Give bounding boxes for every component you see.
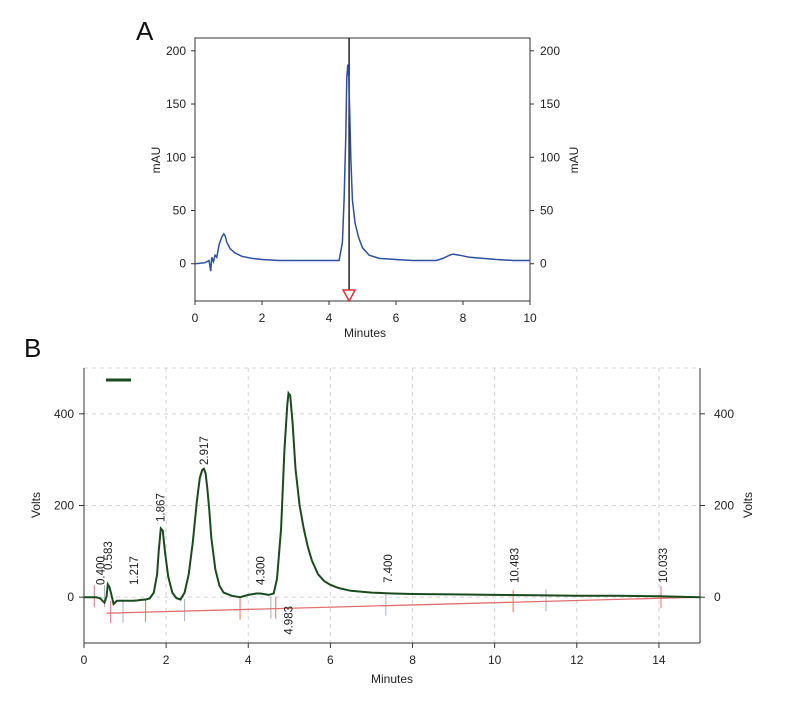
panel-b-letter: B bbox=[24, 333, 41, 363]
panel-a-y-tick-label-left: 150 bbox=[166, 97, 186, 111]
panel-b-x-tick-label: 12 bbox=[570, 653, 584, 667]
panel-b-y-tick-label-left: 400 bbox=[54, 407, 74, 421]
panel-a-y-ticks: 0 0 50 50 100 100 150 150 200 200 bbox=[166, 44, 560, 271]
panel-b-grid bbox=[84, 367, 700, 643]
panel-b-y-axis-label-left: Volts bbox=[29, 492, 43, 518]
panel-b-peak-label: 4.300 bbox=[256, 556, 268, 585]
panel-b-y-tick-label-right: 0 bbox=[714, 590, 721, 604]
panel-b-peak-label: 7.400 bbox=[383, 554, 395, 583]
panel-a-y-axis-label-right: mAU bbox=[567, 147, 581, 174]
panel-b-y-axis-label-right: Volts bbox=[741, 492, 755, 518]
panel-a-x-tick-label: 2 bbox=[259, 311, 266, 325]
panel-b-peak-label: 10.483 bbox=[510, 548, 522, 583]
panel-a-retention-marker-triangle bbox=[341, 289, 357, 303]
panel-b-y-tick-label-right: 400 bbox=[714, 407, 734, 421]
panel-a-y-tick-label-left: 100 bbox=[166, 150, 186, 164]
panel-a-x-tick-label: 4 bbox=[326, 311, 333, 325]
panel-b-y-tick-label-left: 0 bbox=[67, 590, 74, 604]
panel-a-x-tick-label: 0 bbox=[192, 311, 199, 325]
panel-a-y-tick-label-right: 50 bbox=[540, 203, 554, 217]
panel-b-peak-label: 1.867 bbox=[156, 493, 168, 522]
panel-b-x-tick-label: 0 bbox=[81, 653, 88, 667]
panel-b-y-tick-label-left: 200 bbox=[54, 499, 74, 513]
panel-b-x-tick-label: 10 bbox=[488, 653, 502, 667]
panel-b-trace-layer bbox=[84, 390, 701, 606]
panel-b-y-ticks: 0 0 200 200 400 400 bbox=[54, 407, 734, 604]
panel-b-x-ticks: 0 2 4 6 8 10 12 14 bbox=[81, 643, 666, 667]
panel-b-x-tick-label: 4 bbox=[245, 653, 252, 667]
panel-b-peak-label: 2.917 bbox=[199, 436, 211, 465]
panel-a-y-axis-label-left: mAU bbox=[149, 147, 163, 174]
panel-a-plot-frame bbox=[194, 37, 531, 302]
panel-b-peak-label: 1.217 bbox=[129, 556, 141, 585]
panel-a-trace-line bbox=[194, 64, 530, 272]
panel-b-x-tick-label: 2 bbox=[163, 653, 170, 667]
panel-b-peak-label: 4.983 bbox=[284, 606, 296, 635]
panel-a-chart: 0 2 4 6 8 10 0 0 50 50 100 100 150 150 200 200 Minutes… bbox=[149, 37, 581, 340]
panel-a-x-tick-label: 6 bbox=[393, 311, 400, 325]
panel-a-letter: A bbox=[136, 16, 154, 46]
panel-a-x-axis-label: Minutes bbox=[344, 326, 386, 340]
panel-b-integration-marks bbox=[93, 585, 662, 624]
panel-a-x-ticks: 0 2 4 6 8 10 bbox=[192, 301, 537, 325]
panel-b-x-tick-label: 14 bbox=[652, 653, 666, 667]
panel-a-y-tick-label-left: 0 bbox=[179, 257, 186, 271]
panel-a-y-tick-label-left: 200 bbox=[166, 44, 186, 58]
panel-b-x-tick-label: 6 bbox=[327, 653, 334, 667]
panel-b-trace-line bbox=[84, 390, 701, 606]
panel-b-peak-label: 0.583 bbox=[103, 541, 115, 570]
panel-a-y-tick-label-right: 150 bbox=[540, 97, 560, 111]
panel-a-x-tick-label: 8 bbox=[460, 311, 467, 325]
panel-a-y-tick-label-right: 200 bbox=[540, 44, 560, 58]
panel-b-x-tick-label: 8 bbox=[409, 653, 416, 667]
panel-b-x-axis-label: Minutes bbox=[371, 672, 413, 686]
panel-b-baseline-layer bbox=[106, 596, 701, 614]
panel-b-baseline-line bbox=[106, 596, 701, 614]
panel-a-y-tick-label-right: 100 bbox=[540, 150, 560, 164]
panel-b-y-tick-label-right: 200 bbox=[714, 499, 734, 513]
panel-a-y-tick-label-right: 0 bbox=[540, 257, 547, 271]
panel-b-peak-label: 10.033 bbox=[658, 548, 670, 583]
panel-a-trace-layer bbox=[194, 64, 530, 272]
panel-a-y-tick-label-left: 50 bbox=[173, 203, 187, 217]
panel-b-peak-label: 0.400 bbox=[95, 556, 107, 585]
panel-a-x-tick-label: 10 bbox=[523, 311, 537, 325]
